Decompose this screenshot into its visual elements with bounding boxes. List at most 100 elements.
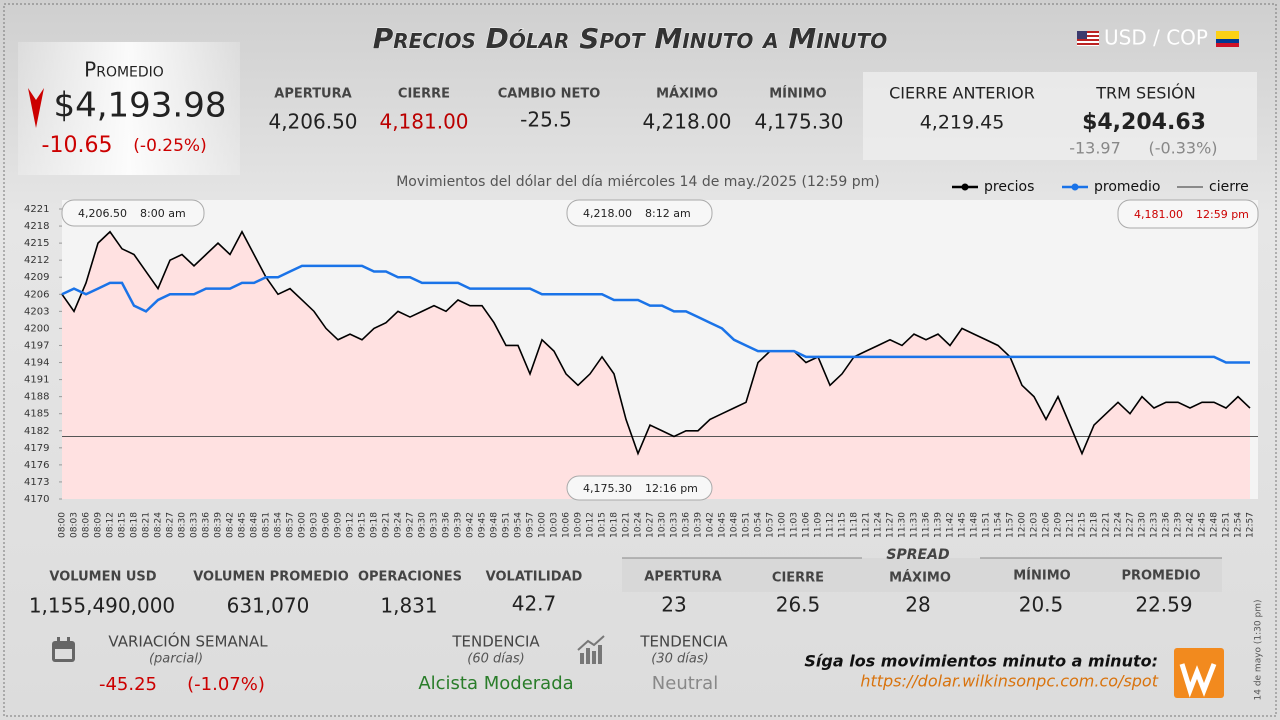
promedio-label: Promedio	[84, 58, 164, 82]
y-tick-label: 4203	[24, 306, 49, 317]
x-tick-label: 09:06	[322, 512, 332, 538]
x-tick-label: 08:36	[202, 512, 212, 538]
chart: 4170 4173 4176 4179 4182 4185 4188 4191 4194 4197…	[24, 179, 1259, 538]
variacion-note: (parcial)	[149, 652, 203, 667]
x-tick-label: 09:00	[298, 512, 308, 538]
down-arrow	[28, 88, 44, 128]
spread-title: SPREAD	[886, 547, 949, 563]
promedio-box	[18, 42, 240, 175]
x-tick-label: 08:18	[130, 512, 140, 538]
spread-label: CIERRE	[772, 571, 824, 586]
tendencia-value: Alcista Moderada	[418, 673, 573, 694]
x-tick-label: 08:48	[250, 512, 260, 538]
y-tick-label: 4212	[24, 255, 49, 266]
x-tick-label: 12:42	[1186, 512, 1196, 538]
x-tick-label: 12:51	[1222, 512, 1232, 538]
volume-value: 1,155,490,000	[29, 594, 175, 618]
x-tick-label: 09:12	[346, 512, 356, 538]
annotation-time: 12:16 pm	[645, 482, 698, 495]
x-tick-label: 09:36	[442, 512, 452, 538]
x-tick-label: 12:18	[1090, 512, 1100, 538]
x-tick-label: 09:48	[490, 512, 500, 538]
y-tick-label: 4191	[24, 375, 49, 386]
x-tick-label: 09:27	[406, 512, 416, 538]
y-tick-label: 4179	[24, 443, 49, 454]
footer-text: Síga los movimientos minuto a minuto:	[804, 652, 1158, 671]
x-tick-label: 11:24	[874, 512, 884, 538]
spread-label: MÍNIMO	[1013, 568, 1070, 584]
annotation-box	[566, 475, 713, 501]
logo	[1174, 648, 1224, 698]
x-tick-label: 12:36	[1162, 512, 1172, 538]
y-tick-label: 4209	[24, 272, 49, 283]
x-tick-label: 12:15	[1078, 512, 1088, 538]
spread-label: APERTURA	[644, 570, 721, 585]
y-tick-label: 4170	[24, 494, 49, 505]
y-tick-label: 4221	[24, 204, 49, 215]
annotation-value: 4,181.00	[1134, 208, 1183, 221]
x-tick-label: 12:48	[1210, 512, 1220, 538]
x-tick-label: 11:12	[826, 512, 836, 538]
volume-value: 42.7	[512, 592, 557, 616]
x-tick-label: 12:12	[1066, 512, 1076, 538]
trend-icon	[577, 635, 605, 664]
x-tick-label: 09:15	[358, 512, 368, 538]
x-tick-label: 09:21	[382, 512, 392, 538]
cierre-anterior-value: 4,219.45	[920, 112, 1005, 134]
x-tick-label: 09:33	[430, 512, 440, 538]
x-tick-label: 10:24	[634, 512, 644, 538]
volume-label: VOLUMEN PROMEDIO	[193, 570, 349, 585]
legend-dot	[1071, 183, 1079, 191]
y-tick-label: 4215	[24, 238, 49, 249]
x-tick-label: 10:18	[610, 512, 620, 538]
cierre-anterior-label: CIERRE ANTERIOR	[889, 84, 1035, 103]
y-tick-label: 4188	[24, 392, 49, 403]
session-label: CAMBIO NETO	[498, 87, 601, 102]
x-tick-label: 11:06	[802, 512, 812, 538]
x-tick-label: 12:21	[1102, 512, 1112, 538]
x-tick-label: 10:57	[766, 512, 776, 538]
x-tick-label: 11:27	[886, 512, 896, 538]
us-flag	[1077, 31, 1099, 46]
spread-value: 23	[661, 593, 686, 617]
x-tick-label: 11:15	[838, 512, 848, 538]
session-label: MÁXIMO	[656, 86, 718, 102]
x-tick-label: 09:09	[334, 512, 344, 538]
x-tick-label: 10:45	[718, 512, 728, 538]
trm-box	[863, 72, 1257, 160]
x-tick-label: 11:21	[862, 512, 872, 538]
legend-label: cierre	[1209, 179, 1249, 195]
x-tick-label: 10:42	[706, 512, 716, 538]
y-tick-label: 4185	[24, 409, 49, 420]
tendencia-label: TENDENCIA	[639, 633, 728, 651]
session-value: 4,218.00	[642, 110, 731, 134]
footer-url[interactable]: https://dolar.wilkinsonpc.com.co/spot	[860, 672, 1158, 691]
trm-change: -13.97	[1069, 139, 1121, 158]
x-tick-label: 10:33	[670, 512, 680, 538]
title: Precios Dólar Spot Minuto a Minuto	[373, 22, 888, 55]
area	[62, 231, 1250, 499]
co-flag	[1216, 31, 1239, 47]
annotation-box	[566, 199, 713, 227]
x-tick-label: 10:03	[550, 512, 560, 538]
x-tick-label: 08:09	[94, 512, 104, 538]
spread-label: PROMEDIO	[1121, 569, 1200, 584]
currency-pair: USD / COP	[1104, 26, 1208, 50]
x-tick-label: 11:18	[850, 512, 860, 538]
spread-value: 26.5	[776, 593, 821, 617]
session-label: APERTURA	[274, 87, 351, 102]
promedio-value: $4,193.98	[53, 86, 226, 126]
x-tick-label: 10:36	[682, 512, 692, 538]
session-label: MÍNIMO	[769, 86, 826, 102]
x-tick-label: 12:03	[1030, 512, 1040, 538]
x-tick-label: 11:09	[814, 512, 824, 538]
x-tick-label: 12:06	[1042, 512, 1052, 538]
x-tick-label: 09:57	[526, 512, 536, 538]
x-tick-label: 10:06	[562, 512, 572, 538]
annotation-value: 4,206.50	[78, 207, 127, 220]
x-tick-label: 08:39	[214, 512, 224, 538]
x-tick-label: 12:24	[1114, 512, 1124, 538]
x-tick-label: 11:33	[910, 512, 920, 538]
x-tick-label: 11:36	[922, 512, 932, 538]
legend-label: promedio	[1094, 179, 1161, 195]
